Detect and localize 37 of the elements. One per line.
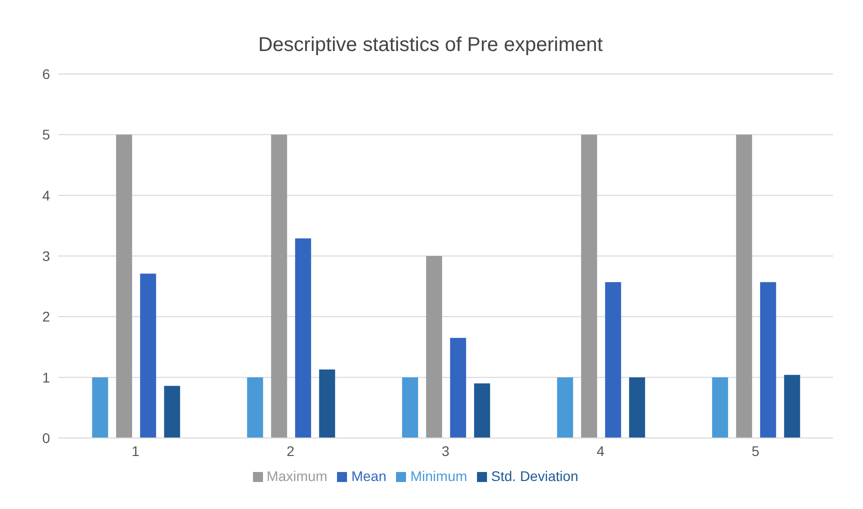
legend-label: Maximum (266, 468, 328, 484)
bar (784, 374, 800, 438)
y-tick-label: 1 (42, 369, 50, 386)
bar (581, 134, 598, 438)
y-tick-label: 4 (42, 187, 50, 204)
bar (164, 386, 180, 438)
legend-label: Minimum (410, 468, 468, 484)
x-tick-label: 3 (442, 442, 450, 459)
bar (474, 383, 490, 438)
y-tick-label: 3 (42, 248, 50, 264)
bar (247, 377, 264, 438)
legend-label: Mean (351, 468, 386, 484)
bar (712, 377, 728, 438)
bar (629, 377, 646, 438)
bar (402, 377, 418, 438)
bar (557, 377, 574, 438)
bar (426, 256, 442, 438)
bar (605, 282, 622, 438)
y-tick-label: 6 (42, 66, 50, 82)
x-tick-label: 1 (132, 442, 140, 459)
bar (140, 274, 156, 438)
y-tick-label: 5 (42, 126, 50, 143)
bar (760, 282, 776, 438)
chart-title: Descriptive statistics of Pre experiment (257, 33, 604, 58)
bar (736, 134, 752, 438)
y-tick-label: 2 (42, 308, 50, 325)
y-tick-label: 0 (42, 430, 50, 446)
bar (271, 134, 288, 438)
x-tick-label: 4 (596, 442, 605, 459)
bar (319, 369, 336, 438)
bar (295, 238, 312, 438)
x-tick-label: 5 (752, 442, 760, 459)
legend-label: Std. Deviation (491, 468, 578, 484)
bar (116, 134, 132, 438)
x-tick-label: 2 (286, 442, 295, 459)
bar (92, 377, 108, 438)
bar (450, 338, 466, 438)
